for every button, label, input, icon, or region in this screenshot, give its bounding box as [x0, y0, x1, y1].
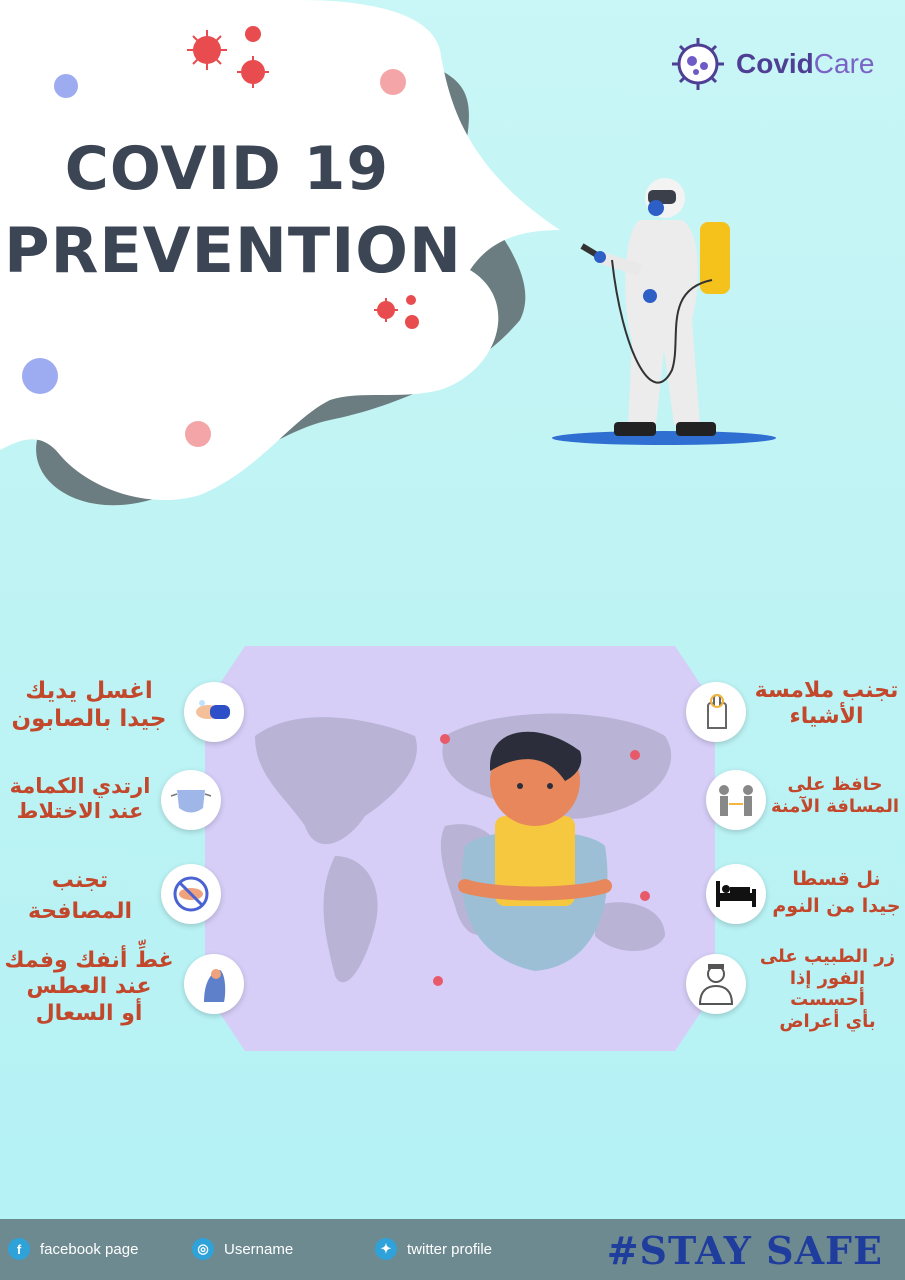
touch-hand-icon: [686, 682, 746, 742]
tip-cover-sneeze: غطِّ أنفك وفمك عند العطس أو السعال: [4, 948, 174, 1026]
virus-logo-icon: [672, 38, 724, 90]
tip-get-sleep: نل قسطا جيدا من النوم: [772, 868, 901, 917]
twitter-icon: ✦: [375, 1238, 397, 1260]
tip-avoid-touching: تجنب ملامسة الأشياء: [754, 678, 899, 730]
brand-logo: CovidCare: [668, 34, 874, 94]
instagram-link[interactable]: ◎ Username: [192, 1238, 293, 1260]
page-title-line1: COVID 19: [64, 134, 390, 204]
social-distance-icon: [706, 770, 766, 830]
facebook-icon: f: [8, 1238, 30, 1260]
facebook-link[interactable]: f facebook page: [8, 1238, 138, 1260]
doctor-icon: [686, 954, 746, 1014]
page-title-line2: PREVENTION: [4, 214, 462, 287]
tip-avoid-handshake: تجنب المصافحة: [27, 868, 133, 924]
stay-safe-slogan: #STAY SAFE: [606, 1228, 883, 1273]
tip-wear-mask: ارتدي الكمامة عند الاختلاط: [9, 774, 151, 824]
twitter-link[interactable]: ✦ twitter profile: [375, 1238, 492, 1260]
brand-name: CovidCare: [736, 48, 875, 79]
cover-sneeze-icon: [184, 954, 244, 1014]
world-map-icon: [205, 646, 715, 1051]
no-handshake-icon: [161, 864, 221, 924]
tip-visit-doctor: زر الطبيب على الفور إذا أحسست بأي أعراض: [759, 946, 896, 1032]
speech-bubble: [0, 0, 560, 506]
bed-icon: [706, 864, 766, 924]
worker-in-hazmat-spraying-icon: [552, 178, 776, 445]
tip-keep-distance: حافظ على المسافة الآمنة: [770, 774, 900, 817]
footer-bar: [0, 1219, 905, 1280]
hand-washing-icon: [184, 682, 244, 742]
face-mask-icon: [161, 770, 221, 830]
sick-man-with-scarf-icon: [458, 731, 612, 971]
instagram-icon: ◎: [192, 1238, 214, 1260]
tip-wash-hands: اغسل يديك جيدا بالصابون: [11, 678, 167, 732]
